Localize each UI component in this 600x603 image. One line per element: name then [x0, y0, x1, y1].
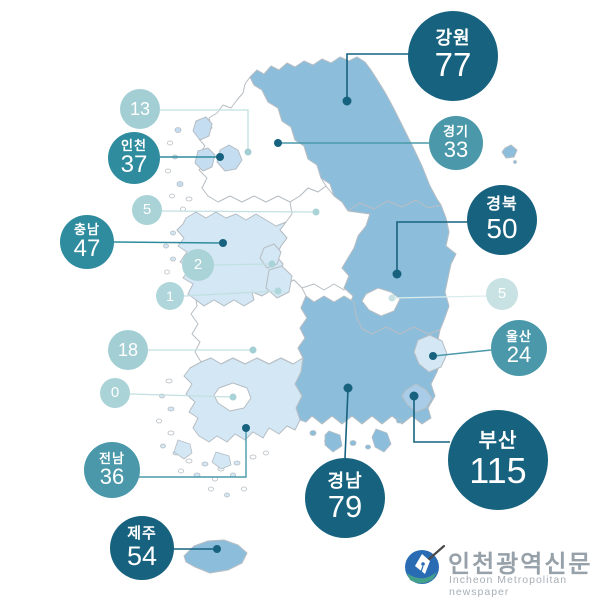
island [167, 430, 175, 436]
marker-dot-jeju [213, 545, 221, 553]
map-region-sejong [259, 243, 282, 269]
connector-bubble-5-right [392, 295, 487, 299]
gyeongnam-islands-group [309, 418, 402, 453]
map-island-dokdo [513, 160, 517, 164]
connector-bubble-5-left [161, 210, 316, 213]
island [263, 450, 269, 456]
island [170, 230, 176, 236]
logo-english-text: Incheon Metropolitan newspaper [449, 574, 568, 598]
marker-dot-gyeonggi [274, 139, 282, 147]
map-region-ulleungdo [501, 144, 518, 159]
island [176, 181, 184, 187]
connector-chungnam [113, 241, 223, 244]
connector-gyeongnam [344, 388, 349, 459]
island [174, 127, 182, 133]
island [185, 458, 193, 464]
island [164, 269, 170, 275]
marker-dot-bubble-13 [244, 148, 252, 156]
connector-bubble-1 [183, 290, 278, 297]
island [169, 193, 175, 199]
newspaper-logo-icon [405, 544, 446, 584]
island-jindo [173, 439, 193, 460]
marker-dot-incheon [216, 153, 224, 161]
marker-dot-gyeongbuk [392, 269, 402, 279]
island [309, 430, 317, 436]
island [349, 440, 357, 446]
logo-korean-text: 인천광역신문 [448, 551, 593, 578]
island [163, 243, 169, 249]
map-region-ganghwa-island [192, 116, 213, 141]
island [165, 378, 173, 384]
marker-dot-chungnam [219, 239, 227, 247]
marker-dot-bubble-5-left [312, 208, 320, 216]
marker-dot-bubble-0 [229, 393, 237, 401]
connector-busan [413, 396, 450, 443]
island [365, 444, 371, 450]
island [178, 468, 184, 474]
island [156, 418, 162, 424]
island [233, 460, 241, 466]
marker-dot-bubble-18 [249, 346, 257, 354]
marker-dot-gangwon [342, 96, 352, 106]
island [241, 486, 247, 492]
marker-dot-bubble-5-right [388, 294, 396, 302]
island [201, 461, 209, 467]
map-region-seoul [216, 144, 243, 172]
island [208, 486, 214, 492]
connector-bubble-13 [158, 109, 249, 150]
island [167, 140, 173, 146]
island-geoje [371, 428, 392, 453]
marker-dot-jeonnam [242, 424, 250, 432]
island [165, 168, 171, 174]
connector-ulsan [433, 349, 492, 357]
island [180, 206, 186, 212]
marker-dot-ulsan [429, 352, 437, 360]
island [160, 443, 166, 449]
connector-gyeongbuk [396, 221, 468, 274]
marker-dot-bubble-2 [268, 260, 276, 268]
map-region-incheon [194, 147, 216, 172]
island-namhae [324, 430, 343, 453]
connector-layer [113, 53, 492, 553]
island [224, 492, 230, 498]
island [396, 418, 402, 424]
west-islands-group [163, 127, 193, 275]
connector-bubble-2 [213, 263, 272, 266]
map-region-daejeon [265, 265, 293, 299]
island-wando [211, 451, 232, 470]
marker-dot-busan [409, 391, 419, 401]
island [170, 256, 176, 262]
connector-gangwon [346, 53, 409, 101]
marker-dot-bubble-1 [274, 287, 282, 295]
marker-dot-gyeongnam [343, 383, 353, 393]
jeonnam-islands-group [156, 378, 269, 498]
island [185, 196, 193, 202]
island [167, 406, 175, 412]
newspaper-logo: 인천광역신문 Incheon Metropolitan newspaper [396, 536, 596, 600]
island [249, 454, 257, 460]
connector-jeonnam [139, 429, 247, 478]
connector-bubble-0 [129, 393, 233, 398]
map-region-jeju [183, 539, 248, 574]
map-region-gangwon [249, 56, 442, 212]
